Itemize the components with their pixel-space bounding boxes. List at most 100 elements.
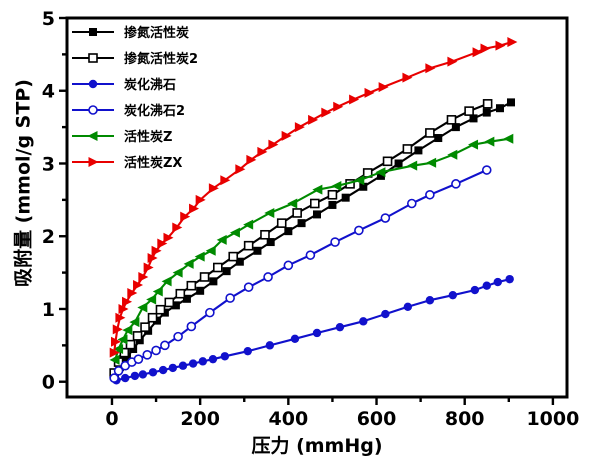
left-triangle-marker [407,160,418,171]
square-marker [414,146,423,155]
open-circle-marker [263,272,273,282]
right-triangle-marker [507,37,518,48]
x-tick-label: 400 [269,408,309,430]
legend-item-1: 掺氮活性炭2 [72,51,198,67]
circle-marker [168,363,178,373]
left-triangle-marker [312,184,323,195]
open-square-marker [164,297,175,308]
left-triangle-marker [354,175,365,186]
circle-marker [220,352,230,361]
square-marker [182,294,191,303]
square-marker [284,227,293,236]
series-1 [109,99,493,378]
circle-marker [265,341,275,350]
right-triangle-marker [112,324,123,335]
open-square-marker [155,304,166,315]
right-triangle-marker [143,262,154,273]
open-circle-marker [186,321,197,332]
series-5 [109,37,518,358]
open-square-marker [482,99,493,109]
square-marker [222,267,231,276]
square-marker [376,171,385,180]
right-triangle-marker [480,43,491,54]
series-2 [112,274,514,385]
right-triangle-marker [109,347,120,358]
square-marker [89,28,97,36]
right-triangle-marker [235,164,246,175]
right-triangle-marker [133,279,144,290]
open-circle-marker [133,354,144,364]
y-axis-ticks: 0 1 2 3 4 5 [42,8,67,394]
right-triangle-marker [268,139,279,150]
x-axis-title: 压力 (mmHg) [251,435,383,457]
open-square-marker [88,53,98,63]
open-circle-marker [406,198,417,209]
left-triangle-marker [172,267,183,278]
right-triangle-marker [111,336,122,347]
right-triangle-marker [425,63,436,74]
right-triangle-marker [281,130,292,141]
circle-marker [493,277,502,287]
y-tick-label: 3 [42,153,55,175]
y-tick-label: 1 [42,299,55,321]
left-triangle-marker [229,227,240,238]
open-square-marker [260,229,270,240]
right-triangle-marker [294,122,305,133]
right-triangle-marker [208,183,219,194]
left-triangle-marker [468,139,479,150]
left-triangle-marker [216,234,227,245]
circle-marker [243,346,252,356]
right-triangle-marker [189,203,200,214]
right-triangle-marker [172,222,183,233]
open-circle-marker [243,282,254,292]
square-marker [394,159,403,168]
open-circle-marker [354,225,364,236]
left-triangle-marker [484,136,495,147]
right-triangle-marker [195,194,206,205]
circle-marker [188,359,198,368]
right-triangle-marker [321,107,332,118]
plot-box [65,16,569,399]
left-triangle-marker [161,276,172,287]
circle-marker [359,317,368,326]
circle-marker [425,296,435,305]
left-triangle-marker [137,302,148,313]
right-triangle-marker [333,101,344,112]
circle-marker [312,328,322,338]
square-marker [122,353,131,362]
square-marker [313,210,321,219]
series-4 [109,133,514,365]
open-square-marker [186,280,197,291]
open-square-marker [402,144,413,154]
square-marker [171,301,180,310]
legend-label: 活性炭ZX [124,155,182,171]
square-marker [341,193,350,202]
x-tick-label: 800 [445,408,485,430]
x-tick-label: 1000 [526,408,579,430]
open-square-marker [276,218,287,228]
open-square-marker [425,128,435,138]
square-marker [297,219,306,228]
square-marker [507,98,516,107]
circle-marker [148,368,158,377]
open-square-marker [446,115,457,125]
right-triangle-marker [180,211,191,222]
left-triangle-marker [205,245,216,256]
circle-marker [470,285,480,295]
left-triangle-marker [117,334,128,345]
legend-item-5: 活性炭ZX [72,155,182,171]
open-circle-marker [142,350,153,360]
right-triangle-marker [308,114,319,125]
legend-label: 掺氮活性炭 [124,25,189,41]
square-marker [253,246,262,255]
right-triangle-marker [349,94,360,105]
open-circle-marker [225,293,235,303]
right-triangle-marker [364,87,375,98]
legend-item-4: 活性炭Z [72,129,172,145]
right-triangle-marker [122,296,133,307]
open-square-marker [309,198,320,209]
open-circle-marker [151,345,161,356]
open-square-marker [147,312,158,323]
left-triangle-marker [447,149,458,160]
open-circle-marker [425,189,435,200]
